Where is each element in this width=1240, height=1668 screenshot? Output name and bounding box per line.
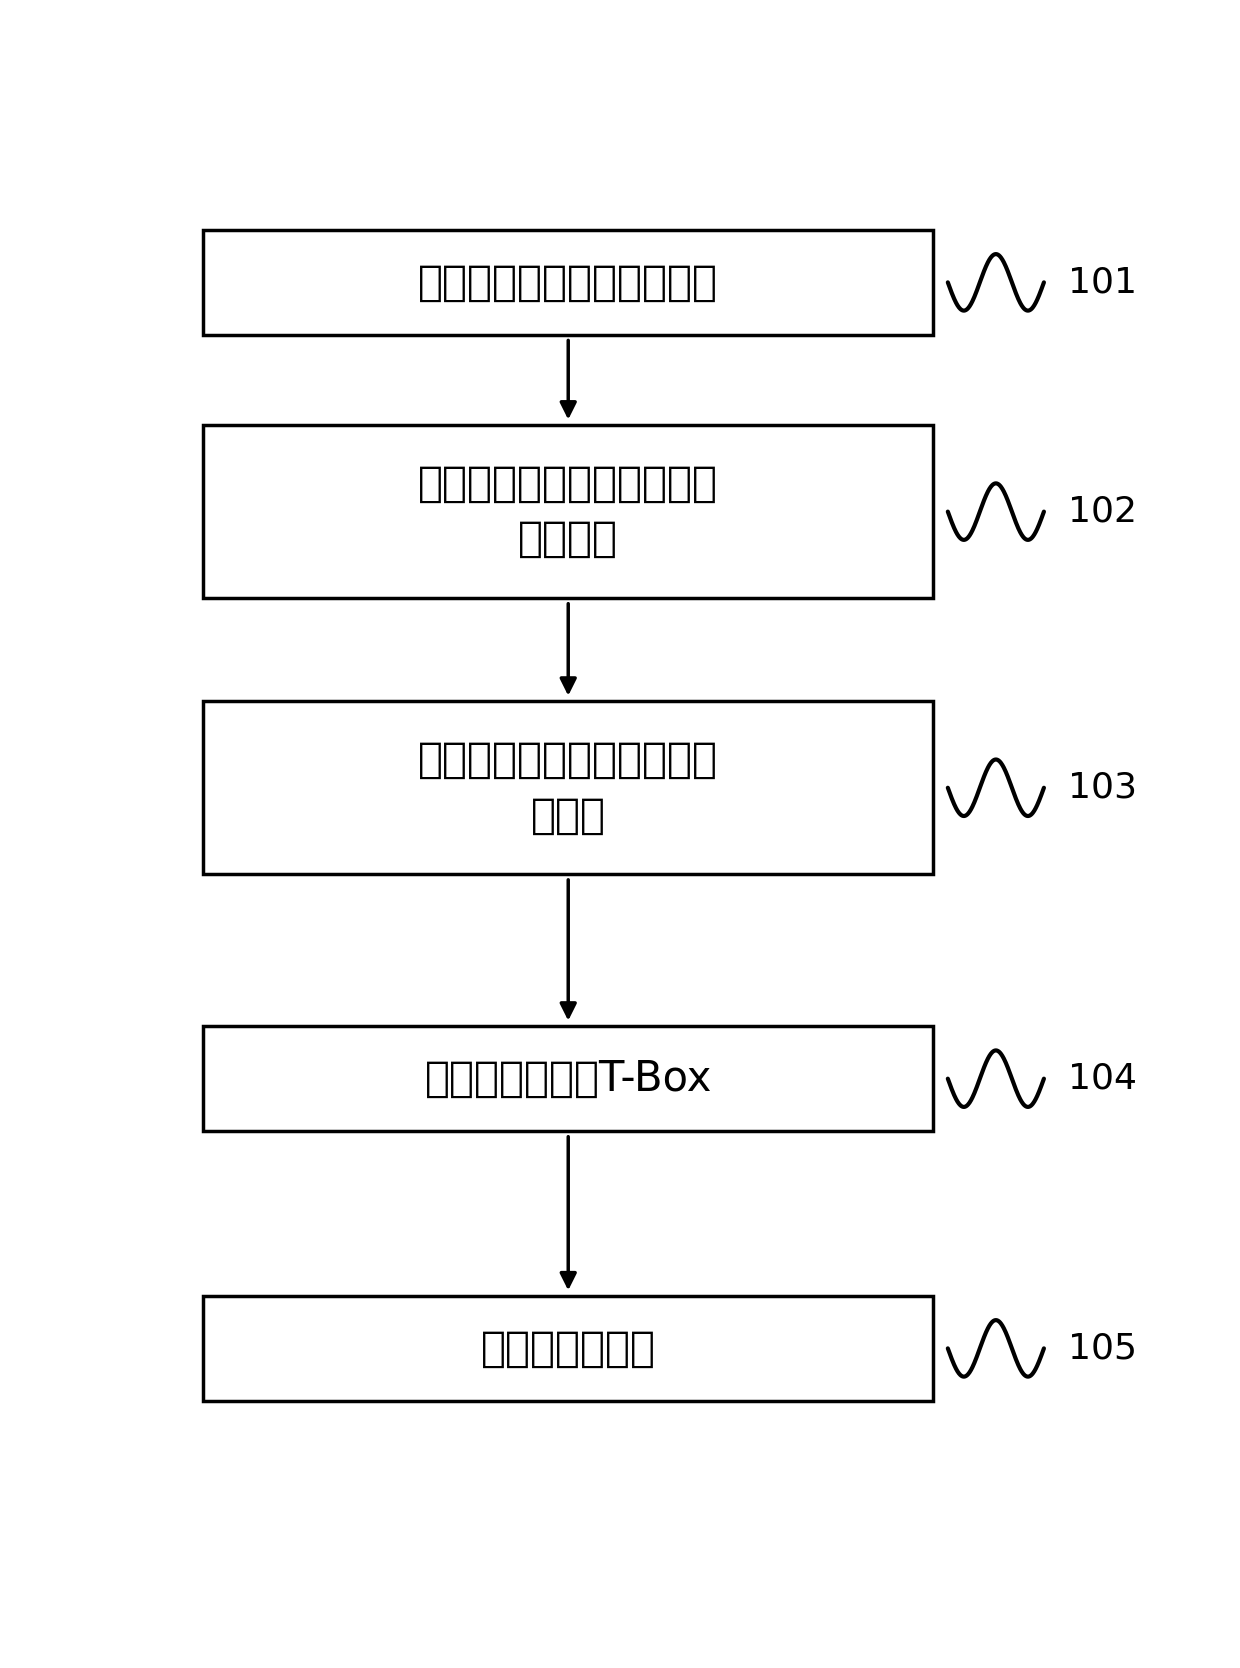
FancyBboxPatch shape: [203, 425, 934, 599]
Text: 确定电动车当前行驶路段的
道路特征: 确定电动车当前行驶路段的 道路特征: [418, 464, 718, 560]
FancyBboxPatch shape: [203, 701, 934, 874]
Text: 确定电动车当前行驶路段的
限速値: 确定电动车当前行驶路段的 限速値: [418, 739, 718, 836]
FancyBboxPatch shape: [203, 1296, 934, 1401]
Text: 104: 104: [1068, 1061, 1137, 1096]
Text: 105: 105: [1068, 1331, 1137, 1366]
Text: 将限速値下发至T-Box: 将限速値下发至T-Box: [424, 1058, 712, 1099]
FancyBboxPatch shape: [203, 230, 934, 335]
Text: 102: 102: [1068, 495, 1137, 529]
Text: 103: 103: [1068, 771, 1137, 804]
Text: 101: 101: [1068, 265, 1137, 299]
Text: 实现电动车调速: 实现电动车调速: [481, 1328, 656, 1369]
FancyBboxPatch shape: [203, 1026, 934, 1131]
Text: 服务器接收电动车行车信息: 服务器接收电动车行车信息: [418, 262, 718, 304]
